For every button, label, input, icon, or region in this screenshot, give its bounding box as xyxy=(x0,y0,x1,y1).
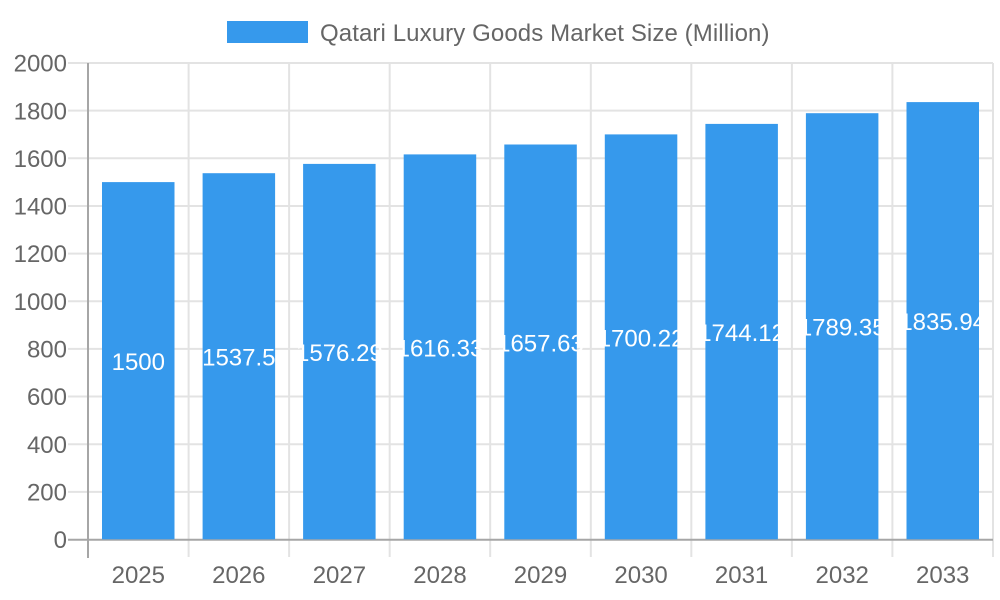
svg-text:2029: 2029 xyxy=(514,562,567,589)
svg-text:2032: 2032 xyxy=(816,562,869,589)
svg-text:1537.5: 1537.5 xyxy=(202,345,275,372)
svg-text:2031: 2031 xyxy=(715,562,768,589)
svg-text:2033: 2033 xyxy=(916,562,969,589)
svg-text:Qatari Luxury Goods Market Siz: Qatari Luxury Goods Market Size (Million… xyxy=(320,20,770,47)
svg-text:2027: 2027 xyxy=(313,562,366,589)
svg-text:400: 400 xyxy=(27,432,67,459)
svg-text:1657.63: 1657.63 xyxy=(497,330,584,357)
svg-text:200: 200 xyxy=(27,480,67,507)
svg-text:1600: 1600 xyxy=(14,146,67,173)
svg-text:1000: 1000 xyxy=(14,289,67,316)
svg-text:2030: 2030 xyxy=(614,562,667,589)
svg-text:2028: 2028 xyxy=(413,562,466,589)
svg-text:1500: 1500 xyxy=(112,349,165,376)
svg-text:1835.94: 1835.94 xyxy=(899,309,986,336)
svg-text:1800: 1800 xyxy=(14,98,67,125)
svg-text:1616.33: 1616.33 xyxy=(397,335,484,362)
svg-text:1200: 1200 xyxy=(14,241,67,268)
svg-text:1744.12: 1744.12 xyxy=(698,320,785,347)
svg-text:600: 600 xyxy=(27,384,67,411)
svg-text:800: 800 xyxy=(27,337,67,364)
svg-text:2025: 2025 xyxy=(112,562,165,589)
svg-text:1789.35: 1789.35 xyxy=(799,315,886,342)
svg-text:2026: 2026 xyxy=(212,562,265,589)
svg-text:0: 0 xyxy=(54,527,67,554)
svg-text:1400: 1400 xyxy=(14,194,67,221)
svg-text:1700.22: 1700.22 xyxy=(598,325,685,352)
svg-text:2000: 2000 xyxy=(14,51,67,78)
svg-text:1576.29: 1576.29 xyxy=(296,340,383,367)
